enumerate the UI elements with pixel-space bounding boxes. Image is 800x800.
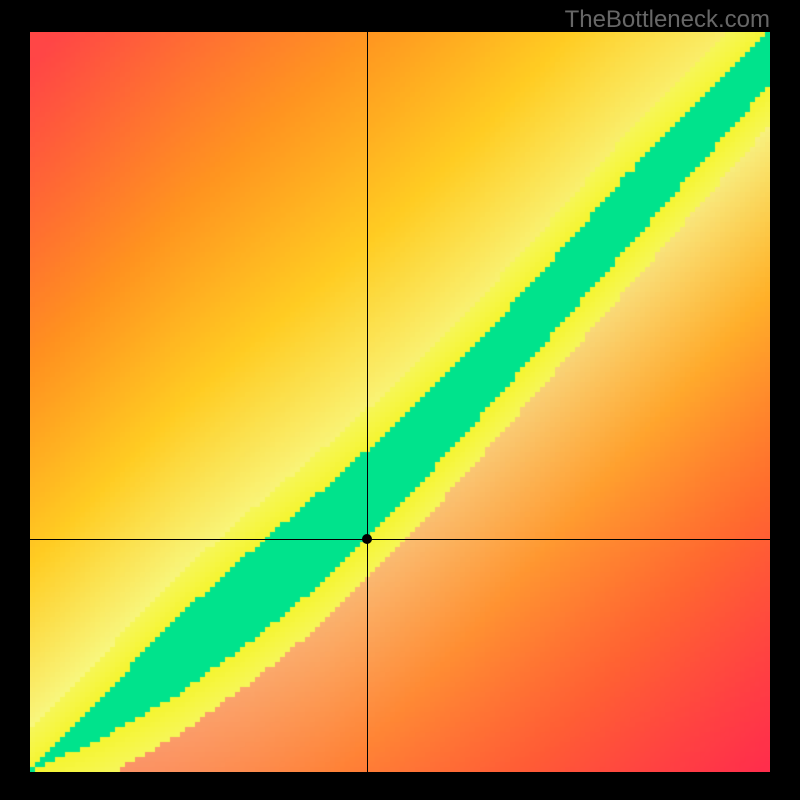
heatmap-canvas [30, 32, 770, 772]
heatmap-plot [30, 32, 770, 772]
root: { "watermark": { "text": "TheBottleneck.… [0, 0, 800, 800]
crosshair-horizontal [30, 539, 770, 540]
crosshair-vertical [367, 32, 368, 772]
watermark-text: TheBottleneck.com [565, 6, 770, 34]
marker-dot [362, 534, 372, 544]
